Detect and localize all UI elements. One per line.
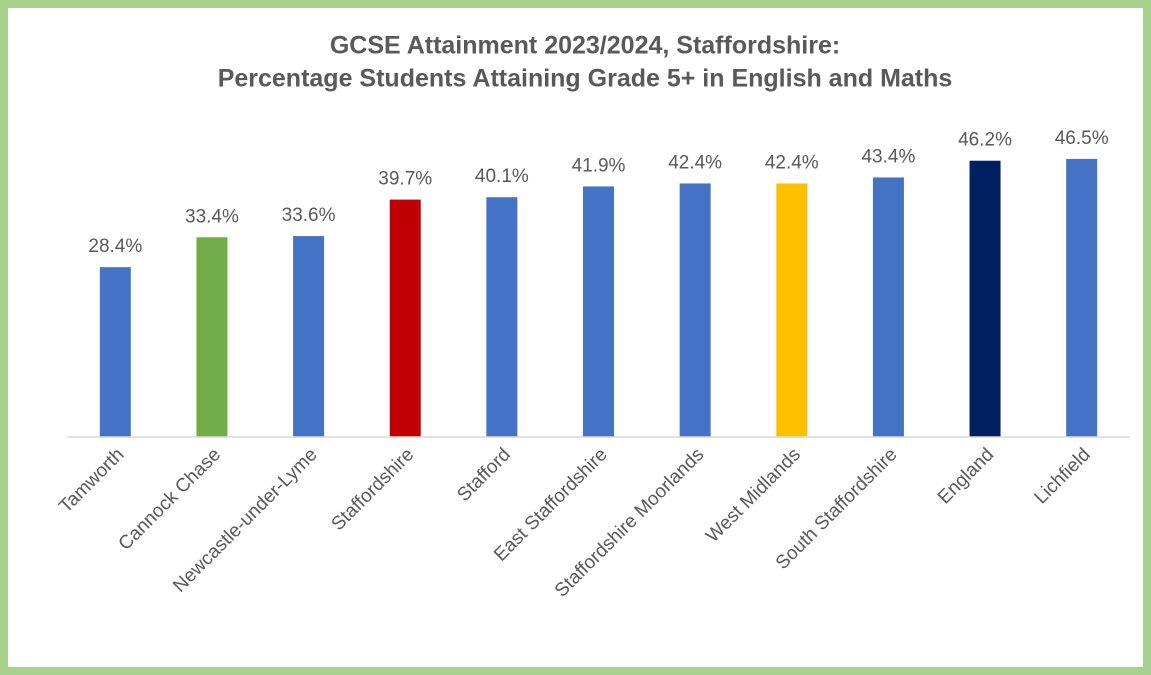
bar <box>99 267 131 437</box>
bar <box>583 186 614 437</box>
bar <box>196 237 228 437</box>
data-label: 42.4% <box>668 152 722 173</box>
data-label: 40.1% <box>475 166 529 187</box>
bar <box>389 199 421 437</box>
chart-subtitle: Percentage Students Attaining Grade 5+ i… <box>218 65 953 93</box>
data-label: 28.4% <box>88 236 142 257</box>
data-label: 43.4% <box>861 146 915 167</box>
data-label: 33.4% <box>185 206 239 227</box>
data-label: 39.7% <box>378 169 432 190</box>
data-label: 33.6% <box>282 205 336 226</box>
data-label: 42.4% <box>765 152 819 173</box>
data-label: 46.2% <box>958 130 1012 151</box>
data-label: 46.5% <box>1055 128 1109 149</box>
bar <box>1066 158 1098 437</box>
bar <box>486 197 518 437</box>
bar <box>872 177 904 437</box>
bar <box>776 183 808 437</box>
bar <box>969 160 1001 437</box>
bar <box>293 236 325 437</box>
data-label: 41.9% <box>572 155 626 176</box>
bar <box>679 183 711 437</box>
chart-title: GCSE Attainment 2023/2024, Staffordshire… <box>330 32 840 60</box>
